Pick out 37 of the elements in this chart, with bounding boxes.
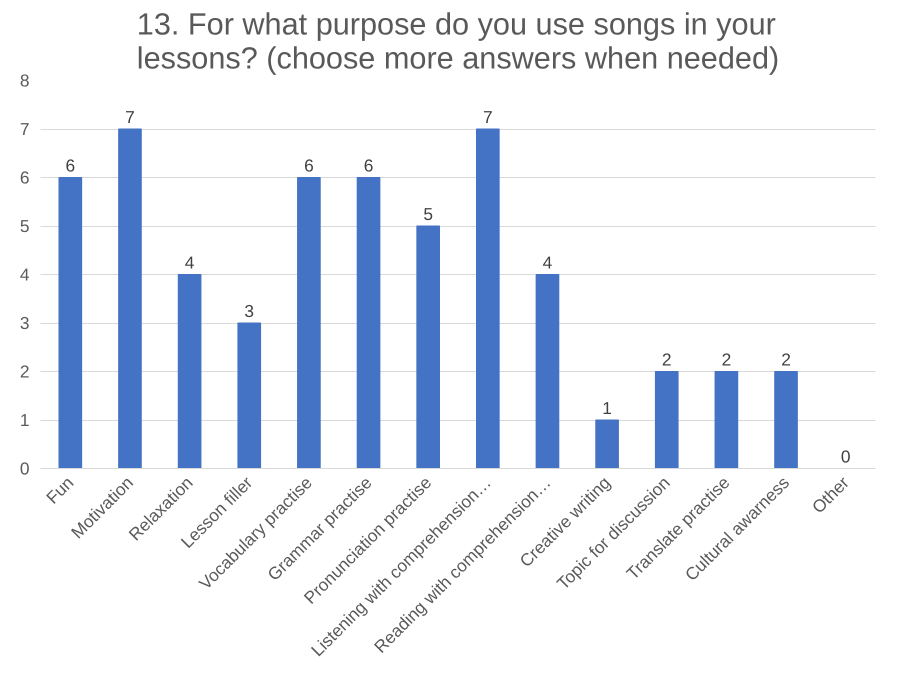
data-label: 4 xyxy=(184,252,195,272)
bar xyxy=(237,322,262,468)
bar xyxy=(654,371,679,468)
data-label: 2 xyxy=(781,350,791,370)
y-tick-label: 3 xyxy=(20,313,30,333)
bar xyxy=(297,177,321,468)
data-label: 6 xyxy=(364,156,374,176)
data-label: 5 xyxy=(423,204,433,224)
bar xyxy=(714,371,738,468)
data-label: 3 xyxy=(244,301,254,321)
y-tick-label: 6 xyxy=(20,168,30,188)
chart-title: 13. For what purpose do you use songs in your lessons? (choose more answers when needed) xyxy=(136,8,780,76)
bar xyxy=(178,274,202,468)
y-tick-label: 8 xyxy=(20,70,30,90)
data-label: 7 xyxy=(125,107,135,127)
data-label: 1 xyxy=(602,398,612,418)
y-tick-label: 7 xyxy=(20,119,30,139)
bar xyxy=(118,128,142,468)
bar xyxy=(476,128,500,468)
data-label: 2 xyxy=(722,350,732,370)
y-tick-label: 2 xyxy=(20,362,30,382)
y-tick-label: 0 xyxy=(20,458,30,478)
bar xyxy=(536,274,560,468)
bar xyxy=(356,177,380,468)
bar xyxy=(416,226,440,468)
data-label: 7 xyxy=(483,107,493,127)
data-label: 4 xyxy=(542,252,553,272)
y-tick-label: 4 xyxy=(20,264,30,284)
data-label: 2 xyxy=(662,350,672,370)
data-label: 0 xyxy=(840,446,850,466)
bar xyxy=(58,177,82,468)
y-tick-label: 1 xyxy=(20,410,30,430)
data-label: 6 xyxy=(304,156,314,176)
y-tick-label: 5 xyxy=(20,216,30,236)
data-label: 6 xyxy=(66,156,76,176)
bar xyxy=(774,371,798,468)
bar xyxy=(595,420,619,468)
